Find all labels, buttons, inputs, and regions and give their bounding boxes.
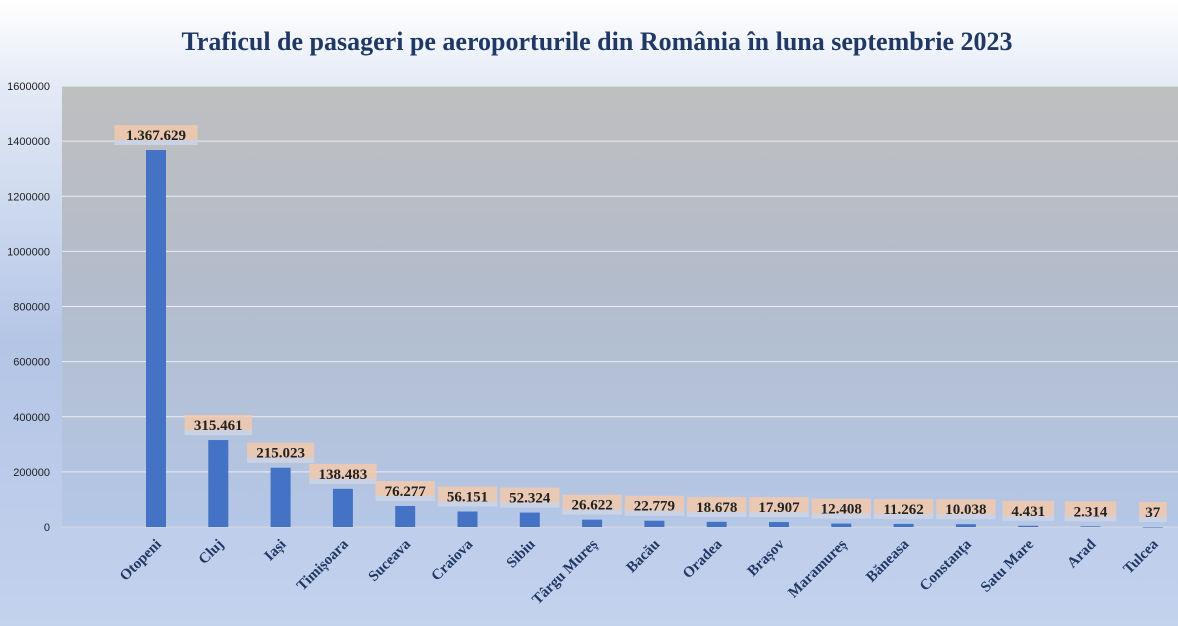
- data-label: 2.314: [1074, 504, 1108, 520]
- x-tick-label: Cluj: [196, 537, 227, 568]
- data-label: 17.907: [758, 500, 800, 516]
- data-label-underline: [1064, 516, 1117, 522]
- bar: [1080, 526, 1101, 527]
- data-label-underline: [309, 478, 377, 484]
- data-label-bg: [873, 498, 934, 519]
- y-tick-label: 1400000: [7, 136, 50, 148]
- data-label: 52.324: [509, 491, 551, 507]
- data-label-underline: [811, 513, 871, 519]
- data-label: 215.023: [256, 446, 305, 462]
- x-tick-label: Bacău: [624, 537, 664, 577]
- bar: [1018, 525, 1039, 527]
- data-label: 37: [1145, 505, 1161, 521]
- data-label-underline: [500, 502, 560, 508]
- y-tick-label: 800000: [13, 302, 50, 314]
- data-labels: 1.367.629 315.461 215.023 138.483 76.277 56.1…: [114, 125, 1167, 522]
- bar: [831, 523, 852, 527]
- y-tick-label: 1000000: [7, 246, 50, 258]
- x-tick-label: Brașov: [745, 536, 788, 579]
- x-tick-label: Tulcea: [1121, 536, 1162, 577]
- x-tick-label: Maramureș: [785, 536, 850, 601]
- x-tick-label: Satu Mare: [978, 536, 1037, 595]
- y-tick-label: 600000: [13, 357, 50, 369]
- y-tick-label: 0: [44, 522, 50, 534]
- data-label: 56.151: [447, 490, 488, 506]
- data-label-underline: [749, 512, 809, 518]
- y-tick-label: 1600000: [7, 81, 50, 93]
- x-tick-label: Craiova: [428, 536, 476, 584]
- bar: [457, 511, 478, 527]
- x-tick-label: Sibiu: [504, 537, 539, 572]
- data-label: 315.461: [194, 418, 243, 434]
- y-tick-label: 1200000: [7, 191, 50, 203]
- bar: [955, 524, 976, 527]
- data-label: 10.038: [945, 502, 986, 518]
- data-label: 26.622: [571, 498, 612, 514]
- x-tick-label: Oradea: [680, 536, 726, 582]
- bar: [146, 150, 166, 528]
- bar: [893, 523, 914, 527]
- bar: [208, 440, 229, 527]
- data-label: 4.431: [1011, 504, 1045, 520]
- x-tick-label: Suceava: [366, 536, 415, 585]
- data-label-underline: [437, 501, 498, 507]
- y-tick-label: 200000: [13, 467, 50, 479]
- bars: [146, 150, 1163, 528]
- y-tick-label: 400000: [13, 412, 50, 424]
- data-label-underline: [873, 513, 934, 519]
- bar: [270, 467, 291, 527]
- x-tick-label: Arad: [1064, 536, 1099, 571]
- data-label-underline: [375, 495, 435, 501]
- data-label-underline: [1138, 516, 1167, 522]
- data-label-underline: [1002, 515, 1054, 521]
- bar: [582, 519, 603, 527]
- bar: [644, 520, 665, 527]
- bar: [1142, 526, 1163, 528]
- data-label: 12.408: [821, 502, 862, 518]
- x-tick-label: Constanța: [917, 536, 975, 594]
- data-label-underline: [246, 457, 315, 463]
- data-label: 22.779: [634, 499, 675, 515]
- data-label-underline: [114, 140, 198, 146]
- data-label-underline: [624, 510, 685, 516]
- data-label-underline: [936, 514, 996, 520]
- data-label: 138.483: [319, 467, 368, 483]
- chart-title: Traficul de pasageri pe aeroporturile di…: [181, 27, 1012, 56]
- data-label-underline: [562, 509, 622, 515]
- data-label-underline: [184, 430, 252, 436]
- x-tick-label: Timișoara: [294, 536, 352, 594]
- bar: [706, 521, 727, 527]
- bar: [332, 488, 353, 527]
- x-axis: Otopeni Cluj Iași Timișoara Suceava Craiova Si…: [117, 536, 1162, 608]
- x-tick-label: Băneasa: [863, 536, 912, 585]
- bar: [519, 512, 540, 527]
- x-tick-label: Otopeni: [117, 537, 165, 585]
- data-label: 76.277: [385, 484, 427, 500]
- bar: [395, 505, 416, 527]
- x-tick-label: Târgu Mureș: [529, 536, 601, 608]
- data-label: 1.367.629: [126, 128, 186, 144]
- data-label: 18.678: [696, 500, 737, 516]
- data-label: 11.262: [883, 502, 923, 518]
- x-tick-label: Iași: [262, 537, 290, 565]
- data-label-underline: [687, 511, 747, 517]
- y-axis: 0 200000 400000 600000 800000 1000000 1200000 1…: [7, 81, 1178, 534]
- bar: [769, 522, 789, 527]
